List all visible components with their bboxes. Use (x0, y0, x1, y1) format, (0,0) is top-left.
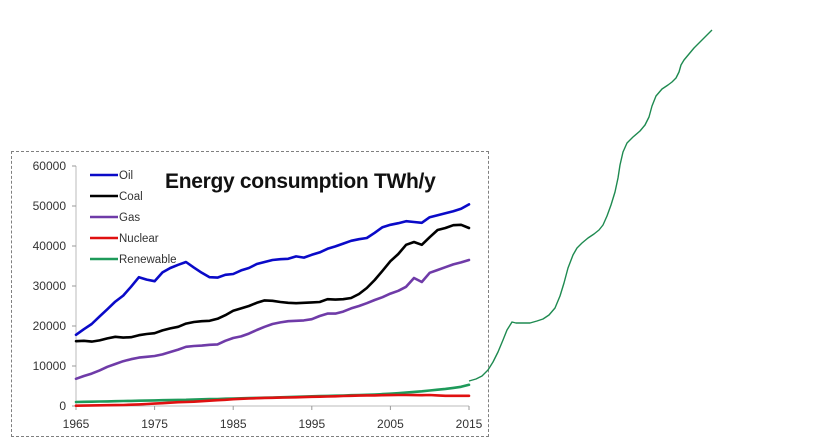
x-tick-label: 1965 (63, 417, 90, 431)
chart-title: Energy consumption TWh/y (165, 170, 436, 193)
extension-group (468, 29, 713, 382)
legend-label-gas: Gas (119, 212, 140, 224)
series-line-renewable (74, 383, 471, 404)
x-tick-label: 2015 (456, 417, 483, 431)
x-tick-label: 1975 (141, 417, 168, 431)
legend-label-renewable: Renewable (119, 254, 177, 266)
legend-label-coal: Coal (119, 191, 143, 203)
y-tick-label: 50000 (33, 199, 67, 213)
chart-frame (11, 151, 489, 437)
legend-label-nuclear: Nuclear (119, 233, 159, 245)
legend-label-oil: Oil (119, 170, 133, 182)
y-tick-label: 20000 (33, 319, 67, 333)
series-line-oil (74, 203, 471, 337)
y-tick-label: 10000 (33, 359, 67, 373)
legend: Oil Coal Gas Nuclear Renewable (90, 170, 177, 266)
y-tick-label: 30000 (33, 279, 67, 293)
y-tick-label: 40000 (33, 239, 67, 253)
x-tick-label: 1995 (298, 417, 325, 431)
series-line-coal (74, 223, 471, 343)
x-tick-label: 1985 (220, 417, 247, 431)
y-tick-label: 60000 (33, 159, 67, 173)
x-tick-label: 2005 (377, 417, 404, 431)
series-line-gas (74, 258, 471, 381)
y-tick-label: 0 (59, 399, 66, 413)
axes: 0 10000 20000 30000 40000 50000 60000 1965 1975 1… (33, 159, 483, 431)
series-line-nuclear (74, 393, 471, 408)
renewable-extension-line (468, 29, 713, 382)
series-group (74, 203, 471, 408)
